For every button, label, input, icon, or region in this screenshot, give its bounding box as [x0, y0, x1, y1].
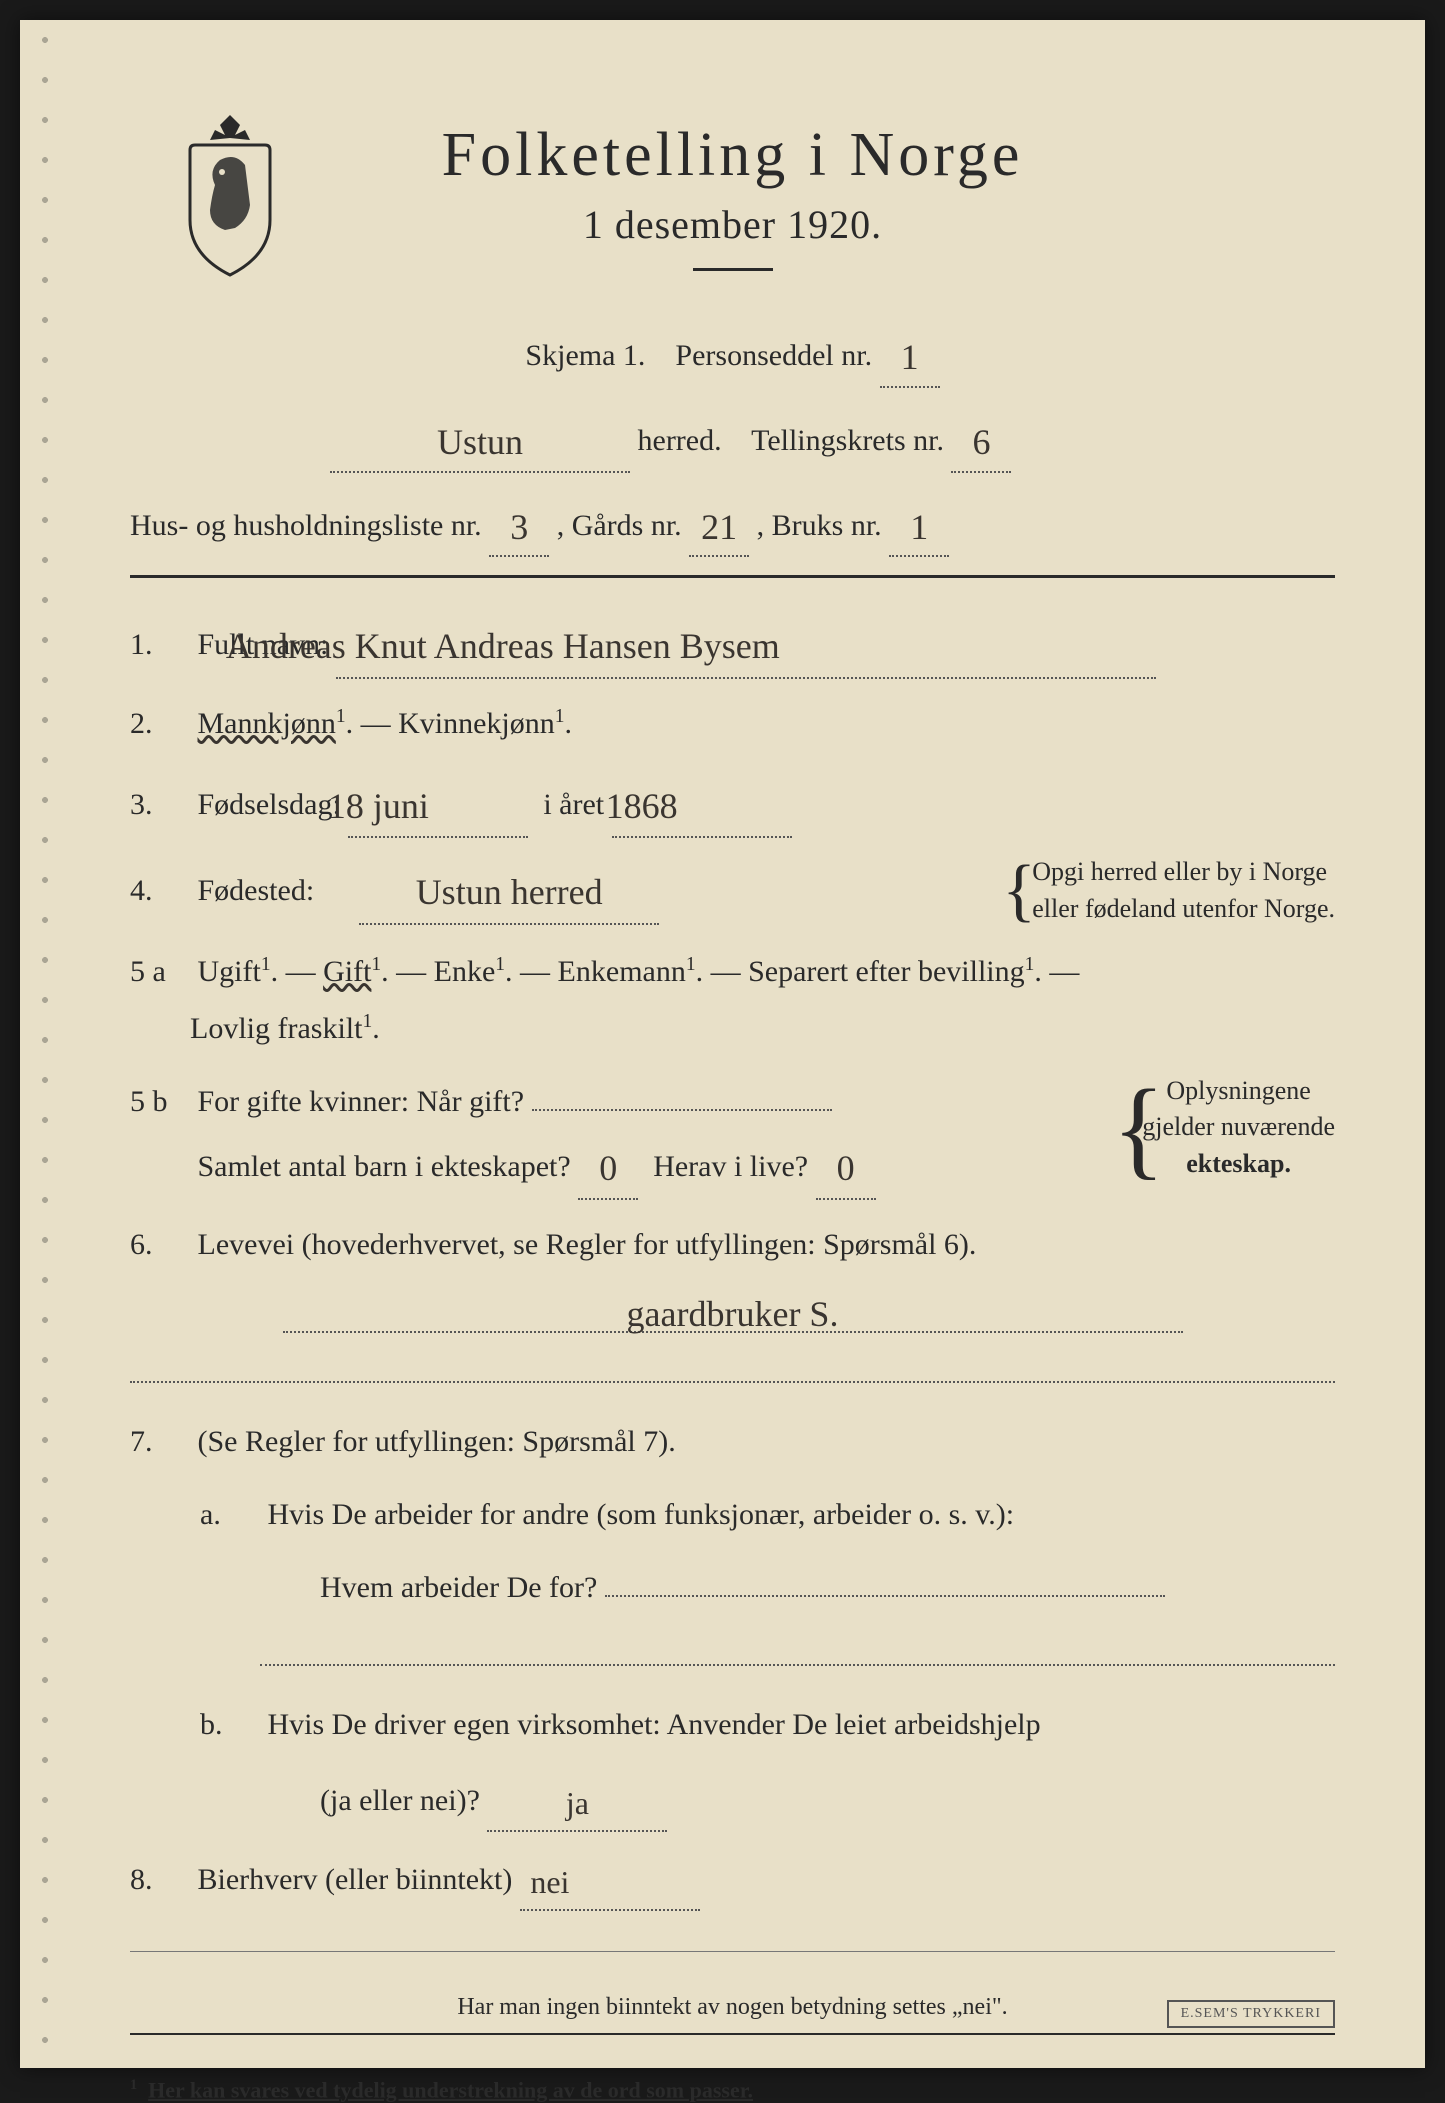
question-8: 8. Bierhverv (eller biinntekt) nei	[130, 1848, 1335, 1911]
q2-mann: Mannkjønn	[198, 707, 336, 740]
herred-field: Ustun	[330, 406, 630, 473]
q5b-note: Oplysningene gjelder nuværende ekteskap.	[1112, 1073, 1335, 1182]
q3-year-label: i året	[543, 788, 604, 821]
q7-num: 7.	[130, 1413, 190, 1470]
q8-num: 8.	[130, 1851, 190, 1908]
q1-num: 1.	[130, 616, 190, 673]
document-title: Folketelling i Norge	[130, 120, 1335, 191]
personseddel-value: 1	[880, 321, 940, 388]
title-divider	[693, 268, 773, 271]
personseddel-label: Personseddel nr.	[675, 339, 872, 372]
census-form-page: Folketelling i Norge 1 desember 1920. Sk…	[20, 20, 1425, 2068]
schema-label: Skjema 1.	[525, 339, 645, 372]
perforated-edge	[20, 20, 70, 2068]
footer-note-2: 1 Her kan svares ved tydelig understrekn…	[130, 2065, 1335, 2103]
question-2: 2. Mannkjønn1. — Kvinnekjønn1.	[130, 695, 1335, 752]
q8-value: nei	[520, 1848, 700, 1911]
question-5b: 5 b For gifte kvinner: Når gift? Samlet …	[130, 1073, 1335, 1200]
q6-num: 6.	[130, 1216, 190, 1273]
q6-blank-line	[130, 1353, 1335, 1383]
question-7b-line2: (ja eller nei)? ja	[130, 1769, 1335, 1832]
q2-kvinne: Kvinnekjønn	[398, 707, 555, 740]
q5b-naar	[532, 1109, 832, 1111]
hushold-value: 3	[489, 491, 549, 558]
q3-num: 3.	[130, 776, 190, 833]
q4-label: Fødested:	[198, 874, 315, 907]
q4-num: 4.	[130, 862, 190, 919]
meta-line-3: Hus- og husholdningsliste nr. 3 , Gårds …	[130, 491, 1335, 558]
section-divider	[130, 575, 1335, 578]
q5b-herav: 0	[816, 1130, 876, 1200]
gards-value: 21	[689, 491, 749, 558]
footer-divider	[130, 1951, 1335, 1952]
q3-year: 1868	[612, 768, 792, 838]
q4-value: Ustun herred	[359, 854, 659, 924]
printer-stamp: E.SEM'S TRYKKERI	[1167, 2000, 1335, 2028]
question-7: 7. (Se Regler for utfyllingen: Spørsmål …	[130, 1413, 1335, 1470]
question-7a-line2: Hvem arbeider De for?	[130, 1559, 1335, 1616]
q3-label: Fødselsdag:	[198, 788, 341, 821]
hushold-label: Hus- og husholdningsliste nr.	[130, 509, 482, 542]
q4-note: Opgi herred eller by i Norge eller fødel…	[1002, 854, 1335, 927]
q7b-value: ja	[487, 1769, 667, 1832]
footer-note-1: Har man ingen biinntekt av nogen betydni…	[130, 1982, 1335, 2021]
meta-line-2: Ustun herred. Tellingskrets nr. 6	[130, 406, 1335, 473]
footer-divider-2	[130, 2033, 1335, 2035]
tellingskrets-value: 6	[951, 406, 1011, 473]
question-3: 3. Fødselsdag: 18 juni i året 1868	[130, 768, 1335, 838]
question-7b: b. Hvis De driver egen virksomhet: Anven…	[130, 1696, 1335, 1753]
tellingskrets-label: Tellingskrets nr.	[751, 424, 944, 457]
document-subtitle: 1 desember 1920.	[130, 201, 1335, 248]
question-5a: 5 a Ugift1. — Gift1. — Enke1. — Enkemann…	[130, 943, 1335, 1057]
q5a-num: 5 a	[130, 943, 190, 1000]
q1-value: Andreas Knut Andreas Hansen Bysem	[336, 608, 1156, 678]
question-1: 1. Fullt navn: Andreas Knut Andreas Hans…	[130, 608, 1335, 678]
q5b-barn: 0	[578, 1130, 638, 1200]
bruks-label: , Bruks nr.	[757, 509, 882, 542]
herred-label: herred.	[638, 424, 722, 457]
question-7a: a. Hvis De arbeider for andre (som funks…	[130, 1486, 1335, 1543]
bruks-value: 1	[889, 491, 949, 558]
gards-label: , Gårds nr.	[557, 509, 682, 542]
document-header: Folketelling i Norge 1 desember 1920.	[130, 120, 1335, 271]
question-4: 4. Fødested: Ustun herred Opgi herred el…	[130, 854, 1335, 927]
q3-day: 18 juni	[348, 768, 528, 838]
q5b-num: 5 b	[130, 1073, 190, 1130]
q7a-blank	[260, 1636, 1335, 1666]
q7a-value	[605, 1595, 1165, 1597]
coat-of-arms-icon	[170, 110, 290, 280]
q2-num: 2.	[130, 695, 190, 752]
question-6: 6. Levevei (hovederhvervet, se Regler fo…	[130, 1216, 1335, 1273]
q6-value-line: gaardbruker S.	[130, 1289, 1335, 1333]
meta-line-1: Skjema 1. Personseddel nr. 1	[130, 321, 1335, 388]
